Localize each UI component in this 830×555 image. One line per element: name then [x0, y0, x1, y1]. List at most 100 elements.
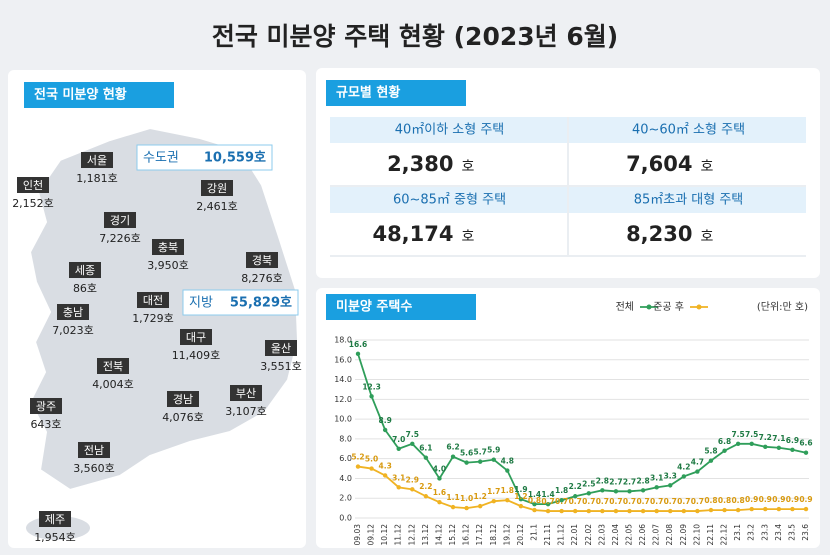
point: [382, 473, 388, 478]
size-label-bg: [330, 117, 567, 143]
point: [613, 508, 619, 514]
x-tick-label: 22.04: [611, 524, 620, 546]
x-tick-label: 19.12: [502, 524, 511, 546]
data-label: 7.5: [731, 430, 744, 439]
region-name-bg: [78, 442, 110, 458]
y-tick-label: 2.0: [339, 494, 352, 503]
x-tick-label: 12.12: [407, 524, 416, 546]
point: [613, 489, 619, 494]
point: [505, 468, 510, 473]
x-tick-label: 15.12: [448, 524, 457, 546]
legend-dot: [646, 304, 652, 310]
region-value: 3,551호: [260, 360, 302, 373]
point: [382, 427, 388, 433]
size-value: 7,604: [626, 152, 692, 176]
point: [505, 498, 510, 503]
point: [532, 507, 537, 513]
point: [369, 394, 374, 399]
data-label: 6.1: [419, 444, 432, 453]
size-label: 40~60㎡ 소형 주택: [632, 123, 745, 138]
data-label: 1.8: [501, 486, 514, 495]
data-label: 0.9: [772, 495, 785, 504]
y-tick-label: 12.0: [334, 395, 352, 404]
data-label: 4.0: [433, 464, 446, 473]
region-name: 서울: [87, 154, 107, 167]
x-tick-label: 21.1: [529, 524, 538, 541]
region-name-bg: [152, 239, 184, 255]
x-tick-label: 23.5: [787, 524, 796, 541]
x-tick-label: 23.4: [774, 524, 783, 541]
chart-header-bg: [326, 294, 476, 320]
point: [477, 459, 483, 464]
region-value: 2,461호: [196, 200, 238, 213]
x-tick-label: 22.08: [665, 524, 674, 546]
point: [735, 441, 741, 447]
point: [640, 508, 646, 514]
point: [464, 460, 469, 465]
data-label: 0.7: [541, 497, 554, 506]
point: [545, 508, 551, 514]
data-label: 0.7: [636, 497, 649, 506]
region-value: 1,954호: [34, 531, 76, 544]
point: [668, 508, 673, 514]
point: [518, 497, 524, 502]
data-label: 7.5: [406, 430, 419, 439]
point: [437, 499, 442, 505]
x-tick-label: 22.03: [597, 524, 606, 546]
size-label-bg: [569, 117, 806, 143]
region-name-bg: [104, 212, 136, 228]
point: [600, 488, 605, 493]
y-tick-label: 8.0: [339, 434, 352, 443]
region-name: 전남: [84, 444, 104, 457]
point: [396, 485, 401, 490]
data-label: 4.2: [677, 462, 690, 471]
data-label: 0.7: [650, 497, 663, 506]
region-name: 대구: [186, 331, 206, 344]
point: [545, 501, 551, 507]
region-name: 인천: [23, 178, 43, 192]
data-label: 0.7: [664, 497, 677, 506]
chart-title: 미분양 주택수: [336, 299, 412, 315]
point: [573, 508, 578, 514]
x-tick-label: 22.10: [692, 524, 701, 546]
data-label: 2.7: [623, 477, 636, 486]
region-name: 세종: [75, 264, 95, 277]
x-tick-label: 14.12: [434, 524, 443, 546]
point: [695, 508, 700, 514]
point: [410, 487, 415, 492]
x-tick-label: 16.12: [462, 524, 471, 546]
y-tick-label: 16.0: [334, 355, 352, 364]
x-tick-label: 20.12: [516, 524, 525, 546]
point: [491, 498, 496, 504]
legend-dot: [696, 304, 702, 310]
data-label: 8.9: [379, 416, 392, 425]
data-label: 7.0: [392, 435, 405, 444]
region-name: 충남: [63, 306, 83, 319]
region-value: 3,560호: [73, 462, 115, 475]
region-name-bg: [69, 262, 101, 278]
point: [450, 454, 456, 459]
region-value: 8,276호: [241, 272, 283, 285]
size-label: 85㎡초과 대형 주택: [634, 193, 744, 208]
data-label: 0.7: [555, 497, 568, 506]
point: [722, 507, 727, 513]
point: [790, 447, 795, 452]
region-value: 1,181호: [76, 172, 118, 185]
point: [681, 508, 687, 514]
x-tick-label: 13.12: [421, 524, 430, 546]
data-label: 2.7: [609, 477, 622, 486]
data-label: 12.3: [362, 382, 381, 391]
point: [708, 458, 714, 463]
data-label: 0.8: [704, 496, 717, 505]
region-value: 86호: [73, 282, 97, 295]
region-value: 643호: [30, 418, 61, 431]
y-tick-label: 18.0: [334, 336, 352, 345]
region-value: 7,023호: [52, 324, 94, 337]
point: [518, 503, 524, 509]
x-tick-label: 22.07: [652, 524, 661, 546]
x-tick-label: 09.12: [367, 524, 376, 546]
data-label: 4.3: [379, 461, 392, 470]
callout-label: 수도권: [143, 151, 179, 166]
x-tick-label: 10.12: [380, 524, 389, 546]
data-label: 3.1: [650, 473, 663, 482]
